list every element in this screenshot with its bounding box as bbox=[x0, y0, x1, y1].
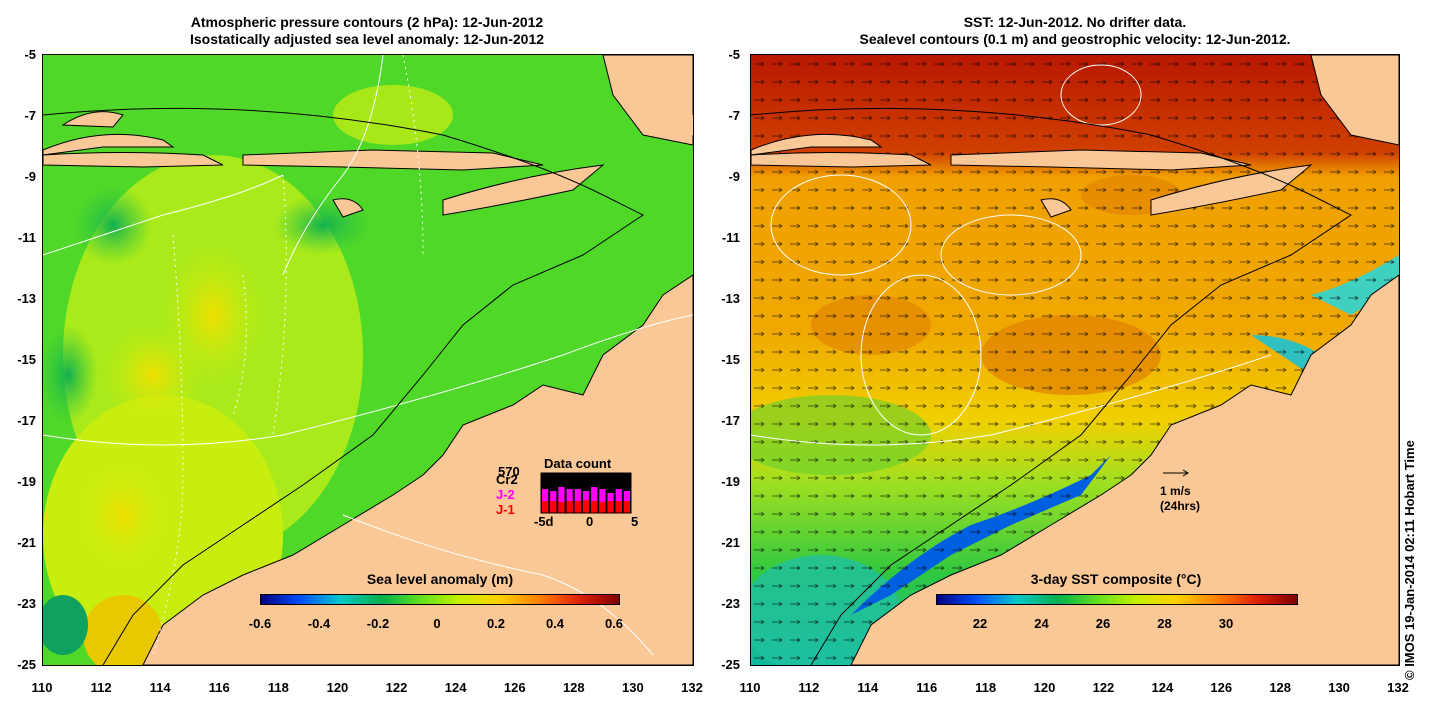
right-lat-tick: -25 bbox=[721, 657, 740, 672]
left-lon-tick: 124 bbox=[444, 680, 467, 695]
right-lat-tick: -23 bbox=[721, 596, 740, 611]
inset-bar-j1 bbox=[574, 501, 581, 513]
right-lon-tick: 126 bbox=[1210, 680, 1233, 695]
right-lon-tick: 120 bbox=[1033, 680, 1056, 695]
right-lon-tick: 122 bbox=[1092, 680, 1115, 695]
inset-tick-5: 5 bbox=[631, 514, 639, 529]
right-lat-tick: -13 bbox=[721, 291, 740, 306]
inset-tick-0: 0 bbox=[586, 514, 594, 529]
left-lon-tick: 114 bbox=[149, 680, 171, 695]
sla-colorbar-tick: -0.2 bbox=[366, 616, 390, 631]
sst-colorbar-tick: 26 bbox=[1095, 616, 1111, 631]
sla-colorbar-tick: -0.6 bbox=[248, 616, 272, 631]
left-lon-tick: 128 bbox=[562, 680, 585, 695]
left-lon-tick: 130 bbox=[622, 680, 644, 695]
inset-bar-j1 bbox=[566, 501, 573, 513]
inset-bar-j1 bbox=[582, 500, 590, 513]
right-lat-tick: -5 bbox=[728, 47, 740, 62]
left-lat-tick: -13 bbox=[17, 291, 36, 306]
inset-bar-j1 bbox=[542, 501, 549, 513]
left-title-line2: Isostatically adjusted sea level anomaly… bbox=[189, 31, 545, 47]
left-lon-tick: 112 bbox=[90, 680, 112, 695]
right-lat-tick: -11 bbox=[721, 230, 740, 245]
left-lat-tick: -15 bbox=[17, 352, 36, 367]
inset-count: 570 bbox=[498, 464, 520, 479]
right-lon-tick: 114 bbox=[857, 680, 879, 695]
left-lat-tick: -9 bbox=[24, 169, 36, 184]
sst-map bbox=[750, 54, 1400, 666]
inset-sat-j1: J-1 bbox=[496, 502, 515, 517]
copyright: © IMOS 19-Jan-2014 02:11 Hobart Time bbox=[1402, 440, 1417, 680]
left-lat-tick: -7 bbox=[24, 108, 36, 123]
velocity-scale-arrow bbox=[1163, 469, 1189, 477]
right-title-line1: SST: 12-Jun-2012. No drifter data. bbox=[963, 14, 1187, 30]
sst-colorbar bbox=[936, 594, 1298, 605]
left-lon-tick: 110 bbox=[31, 680, 53, 695]
sla-colorbar-tick: 0.4 bbox=[545, 616, 565, 631]
velocity-scale-period: (24hrs) bbox=[1160, 499, 1201, 513]
inset-bar-j1 bbox=[623, 501, 630, 513]
inset-bar-j1 bbox=[607, 501, 614, 513]
right-lon-tick: 110 bbox=[739, 680, 761, 695]
right-lon-tick: 118 bbox=[975, 680, 997, 695]
sst-colorbar-tick: 22 bbox=[972, 616, 988, 631]
right-lon-tick: 128 bbox=[1269, 680, 1292, 695]
sst-colorbar-tick: 24 bbox=[1034, 616, 1049, 631]
sst-colorbar-tick: 28 bbox=[1157, 616, 1172, 631]
left-lon-tick: 132 bbox=[681, 680, 703, 695]
left-lat-tick: -11 bbox=[17, 230, 36, 245]
velocity-scale-label: 1 m/s bbox=[1160, 484, 1191, 498]
left-lon-tick: 116 bbox=[208, 680, 230, 695]
sla-colorbar-tick: -0.4 bbox=[307, 616, 331, 631]
sla-colorbar-tick: 0 bbox=[433, 616, 441, 631]
left-lat-tick: -21 bbox=[17, 535, 36, 550]
inset-tick-minus5d: -5d bbox=[534, 514, 554, 529]
left-lon-tick: 122 bbox=[385, 680, 408, 695]
data-count-inset bbox=[540, 472, 632, 514]
right-lon-tick: 130 bbox=[1328, 680, 1350, 695]
inset-bar-j1 bbox=[599, 501, 606, 513]
left-lon-tick: 120 bbox=[326, 680, 349, 695]
sla-colorbar-tick: 0.6 bbox=[604, 616, 624, 631]
right-lon-tick: 116 bbox=[916, 680, 938, 695]
sst-colorbar-tick: 30 bbox=[1218, 616, 1234, 631]
inset-bar-j2 bbox=[558, 487, 565, 513]
right-lon-tick: 132 bbox=[1387, 680, 1409, 695]
right-lat-tick: -7 bbox=[728, 108, 740, 123]
inset-bar-j2 bbox=[599, 489, 606, 513]
sla-colorbar-tick: 0.2 bbox=[486, 616, 506, 631]
right-lat-tick: -19 bbox=[721, 474, 740, 489]
sea-level-anomaly-map bbox=[42, 54, 694, 666]
right-title-line2: Sealevel contours (0.1 m) and geostrophi… bbox=[859, 31, 1291, 47]
inset-bar-j1 bbox=[558, 501, 565, 513]
right-lon-tick: 124 bbox=[1151, 680, 1174, 695]
left-title-line1: Atmospheric pressure contours (2 hPa): 1… bbox=[190, 14, 544, 30]
left-lon-tick: 118 bbox=[267, 680, 289, 695]
left-lat-tick: -5 bbox=[24, 47, 36, 62]
right-lat-tick: -21 bbox=[721, 535, 740, 550]
sla-colorbar bbox=[260, 594, 620, 605]
inset-sat-cr2: Cr2 bbox=[496, 472, 518, 487]
right-lat-tick: -9 bbox=[728, 169, 740, 184]
left-lat-tick: -25 bbox=[17, 657, 36, 672]
inset-sat-j2: J-2 bbox=[496, 487, 515, 502]
right-lon-tick: 112 bbox=[798, 680, 820, 695]
sla-colorbar-title: Sea level anomaly (m) bbox=[366, 571, 514, 587]
inset-title: Data count bbox=[544, 456, 612, 471]
inset-bar-j1 bbox=[550, 501, 557, 513]
left-lat-tick: -17 bbox=[17, 413, 36, 428]
sst-colorbar-title: 3-day SST composite (°C) bbox=[1030, 571, 1202, 587]
right-lat-tick: -15 bbox=[721, 352, 740, 367]
right-lat-tick: -17 bbox=[721, 413, 740, 428]
inset-bar-j1 bbox=[615, 501, 622, 513]
left-lon-tick: 126 bbox=[503, 680, 526, 695]
inset-bar-j1 bbox=[591, 501, 598, 513]
left-lat-tick: -19 bbox=[17, 474, 36, 489]
inset-bar-j2 bbox=[591, 487, 598, 513]
left-lat-tick: -23 bbox=[17, 596, 36, 611]
